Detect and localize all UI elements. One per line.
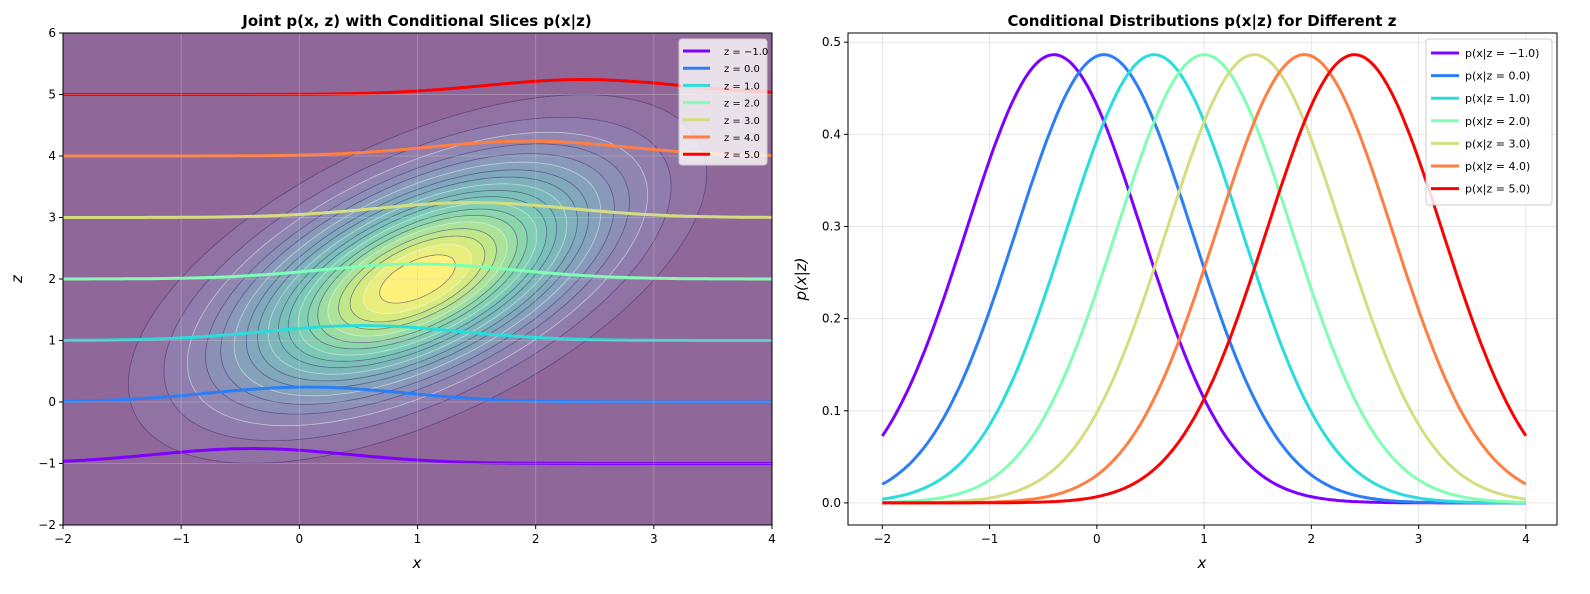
- slice-line-z0: [63, 385, 772, 404]
- joint-density-contours: [63, 78, 772, 465]
- x-tick-label: −2: [54, 532, 72, 546]
- legend-label: z = 1.0: [724, 81, 760, 92]
- conditional-line-z5: [882, 53, 1528, 505]
- legend-label: z = 4.0: [724, 133, 760, 144]
- conditional-line-z2: [882, 53, 1526, 504]
- legend-label: z = −1.0: [724, 47, 768, 58]
- y-tick-label: 0.5: [822, 35, 841, 49]
- left-axes-frame: [62, 32, 773, 526]
- y-tick-label: 0.2: [822, 312, 841, 326]
- right-title: Conditional Distributions p(x|z) for Dif…: [1007, 12, 1396, 31]
- legend-label: p(x|z = 0.0): [1465, 70, 1530, 83]
- x-tick-label: 3: [1415, 532, 1423, 546]
- legend-label: p(x|z = 2.0): [1465, 115, 1530, 128]
- x-tick-label: 4: [1522, 532, 1530, 546]
- legend-label: z = 3.0: [724, 116, 760, 127]
- y-tick-label: 2: [48, 272, 56, 286]
- x-tick-label: 4: [768, 532, 776, 546]
- slice-line-z-1: [63, 447, 772, 465]
- left-legend: z = −1.0 z = 0.0 z = 1.0 z = 2.0 z = 3.0 z = …: [678, 38, 768, 166]
- slice-line-z5: [63, 78, 772, 96]
- x-tick-label: 2: [1308, 532, 1316, 546]
- slice-line-z3: [63, 201, 772, 219]
- left-title: Joint p(x, z) with Conditional Slices p(…: [241, 12, 591, 31]
- legend-label: p(x|z = −1.0): [1465, 47, 1539, 60]
- y-tick-label: 0.1: [822, 404, 841, 418]
- x-tick-label: 1: [1200, 532, 1208, 546]
- contour-level: [379, 254, 456, 304]
- x-tick-label: 2: [532, 532, 540, 546]
- x-tick-label: −1: [172, 532, 190, 546]
- x-tick-label: 3: [650, 532, 658, 546]
- slice-line-z2: [63, 262, 772, 281]
- y-tick-label: −1: [38, 457, 56, 471]
- y-tick-label: 1: [48, 334, 56, 348]
- x-tick-label: 1: [414, 532, 422, 546]
- legend-label: p(x|z = 3.0): [1465, 137, 1530, 150]
- y-tick-label: 5: [48, 88, 56, 102]
- legend-box: [1425, 38, 1553, 206]
- legend-label: z = 5.0: [724, 150, 760, 161]
- y-tick-label: 0: [48, 395, 56, 409]
- right-legend: p(x|z = −1.0) p(x|z = 0.0) p(x|z = 1.0) p(x…: [1425, 38, 1553, 206]
- legend-label: p(x|z = 5.0): [1465, 183, 1530, 196]
- y-tick-label: 4: [48, 149, 56, 163]
- y-tick-label: 0.4: [822, 127, 841, 141]
- y-tick-label: 3: [48, 211, 56, 225]
- legend-label: p(x|z = 1.0): [1465, 92, 1530, 105]
- legend-label: z = 0.0: [724, 64, 760, 75]
- slice-line-z1: [63, 324, 772, 342]
- x-tick-label: 0: [296, 532, 304, 546]
- y-tick-label: 0.0: [822, 496, 841, 510]
- x-tick-label: 0: [1093, 532, 1101, 546]
- slice-line-z4: [63, 139, 772, 158]
- right-xlabel: x: [1197, 554, 1207, 572]
- legend-label: z = 2.0: [724, 99, 760, 110]
- y-tick-label: 0.3: [822, 219, 841, 233]
- x-tick-label: −1: [981, 532, 999, 546]
- x-tick-label: −2: [873, 532, 891, 546]
- right-axes-frame: [847, 32, 1558, 526]
- left-xlabel: x: [412, 554, 422, 572]
- right-ylabel: p(x|z): [792, 257, 810, 301]
- conditional-line-z3: [882, 53, 1527, 505]
- y-tick-label: 6: [48, 26, 56, 40]
- y-tick-label: −2: [38, 518, 56, 532]
- left-ylabel: z: [8, 274, 26, 284]
- legend-box: [678, 38, 768, 166]
- legend-label: p(x|z = 4.0): [1465, 160, 1530, 173]
